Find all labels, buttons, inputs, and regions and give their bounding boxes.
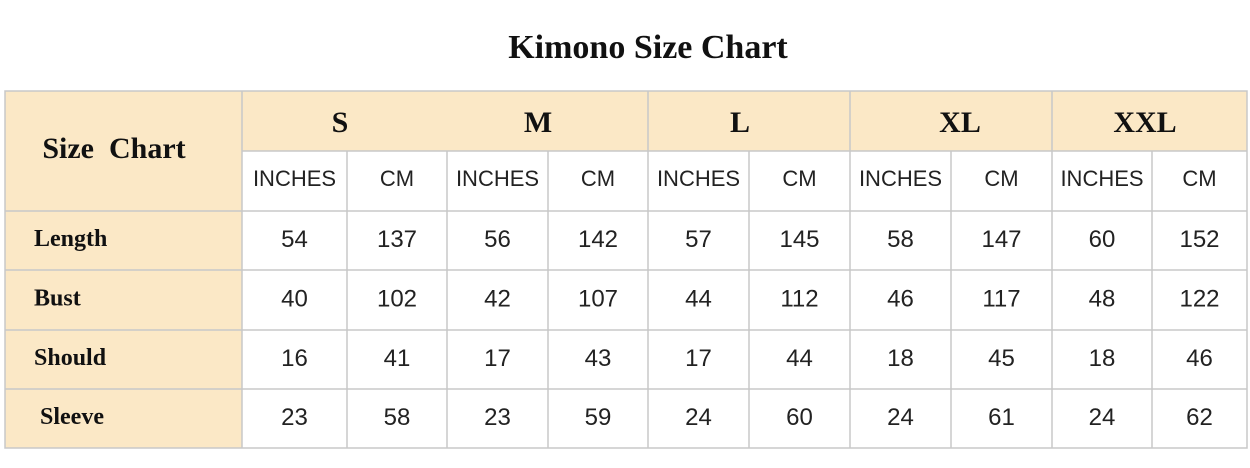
cell-value: 23 xyxy=(484,404,511,431)
cell-value: 54 xyxy=(281,226,308,253)
cell-value: 18 xyxy=(887,345,914,372)
unit-header: INCHES xyxy=(657,166,740,191)
cell-value: 44 xyxy=(685,285,712,312)
cell-value: 61 xyxy=(988,404,1015,431)
unit-header: CM xyxy=(1182,166,1216,191)
size-header: S xyxy=(332,106,349,139)
cell-value: 57 xyxy=(685,226,712,253)
cell-value: 58 xyxy=(384,404,411,431)
cell-value: 45 xyxy=(988,345,1015,372)
row-label: Length xyxy=(34,226,107,252)
cell-value: 42 xyxy=(484,285,511,312)
size-header: L xyxy=(730,106,750,139)
cell-value: 46 xyxy=(1186,345,1213,372)
cell-value: 24 xyxy=(1089,404,1116,431)
cell-value: 59 xyxy=(585,404,612,431)
size-header: XXL xyxy=(1113,106,1176,139)
cell-value: 62 xyxy=(1186,404,1213,431)
cell-value: 44 xyxy=(786,345,813,372)
unit-header: CM xyxy=(581,166,615,191)
row-label: Should xyxy=(34,345,107,371)
cell-value: 23 xyxy=(281,404,308,431)
size-header: XL xyxy=(939,106,981,139)
cell-value: 41 xyxy=(384,345,411,372)
unit-header: INCHES xyxy=(859,166,942,191)
cell-value: 137 xyxy=(377,226,417,253)
cell-value: 46 xyxy=(887,285,914,312)
unit-header: INCHES xyxy=(1060,166,1143,191)
cell-value: 17 xyxy=(685,345,712,372)
cell-value: 56 xyxy=(484,226,511,253)
cell-value: 58 xyxy=(887,226,914,253)
cell-value: 18 xyxy=(1089,345,1116,372)
cell-value: 40 xyxy=(281,285,308,312)
cell-value: 17 xyxy=(484,345,511,372)
unit-header: CM xyxy=(782,166,816,191)
cell-value: 43 xyxy=(585,345,612,372)
cell-value: 102 xyxy=(377,285,417,312)
cell-value: 24 xyxy=(887,404,914,431)
cell-value: 117 xyxy=(982,285,1020,312)
row-label: Sleeve xyxy=(40,404,104,430)
cell-value: 142 xyxy=(578,226,618,253)
cell-value: 112 xyxy=(780,285,818,312)
cell-value: 60 xyxy=(1089,226,1116,253)
cell-value: 152 xyxy=(1179,226,1219,253)
corner-label: Size Chart xyxy=(42,132,185,165)
size-header-bg xyxy=(242,91,1247,151)
unit-header: CM xyxy=(380,166,414,191)
size-header: M xyxy=(524,106,552,139)
cell-value: 16 xyxy=(281,345,308,372)
cell-value: 60 xyxy=(786,404,813,431)
row-label: Bust xyxy=(34,286,81,312)
cell-value: 24 xyxy=(685,404,712,431)
unit-header: INCHES xyxy=(253,166,336,191)
cell-value: 122 xyxy=(1179,285,1219,312)
cell-value: 145 xyxy=(779,226,819,253)
title: Kimono Size Chart xyxy=(508,29,788,66)
unit-header: INCHES xyxy=(456,166,539,191)
cell-value: 147 xyxy=(981,226,1021,253)
cell-value: 48 xyxy=(1089,285,1116,312)
unit-header: CM xyxy=(984,166,1018,191)
cell-value: 107 xyxy=(578,285,618,312)
